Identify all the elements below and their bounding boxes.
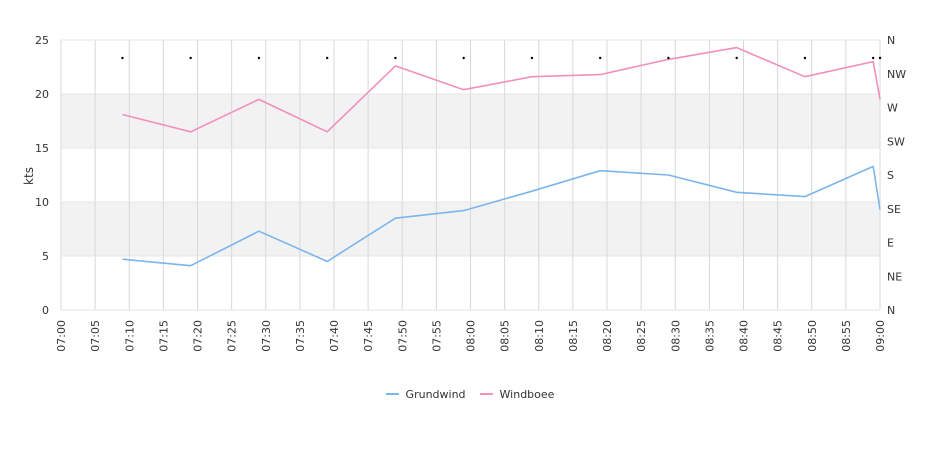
legend-swatch-grundwind [385,393,399,395]
x-tick-label: 07:40 [328,320,341,352]
direction-marker [530,56,534,60]
x-tick-label: 09:00 [874,320,887,352]
direction-marker [735,56,738,60]
x-tick-label: 08:45 [772,320,785,352]
x-tick-label: 07:55 [430,320,443,352]
x-tick-label: 08:10 [533,320,546,352]
x-tick-label: 07:00 [55,320,68,352]
direction-marker [257,56,261,60]
direction-marker [598,56,602,60]
y-tick-label: 25 [35,34,49,47]
x-tick-label: 08:00 [465,320,478,352]
direction-tick-label: E [887,237,894,250]
y-tick-label: 20 [35,88,49,101]
direction-marker [667,56,670,60]
x-tick-label: 08:40 [738,320,751,352]
x-tick-label: 07:45 [362,320,375,352]
direction-marker [462,56,465,60]
direction-tick-label: SW [887,135,905,148]
x-tick-label: 07:25 [226,320,239,352]
legend-item-windboee[interactable]: Windboee [479,385,555,403]
series-line-windboee [122,46,881,133]
direction-markers [121,56,882,60]
legend-item-grundwind[interactable]: Grundwind [385,385,466,403]
direction-marker [121,56,124,60]
y-axis-left: 0 5 10 15 20 25 [35,34,49,317]
direction-marker [394,56,397,60]
x-tick-label: 08:25 [635,320,648,352]
x-tick-label: 07:50 [396,320,409,352]
direction-tick-label: N [887,34,895,47]
direction-tick-label: NW [887,68,906,81]
direction-marker [871,56,875,60]
horizontal-gridlines [61,39,880,311]
x-tick-label: 08:50 [806,320,819,352]
direction-marker [878,56,882,60]
x-tick-label: 08:05 [499,320,512,352]
direction-marker [803,56,807,60]
direction-tick-label: S [887,169,894,182]
y-axis-title: kts [22,167,36,185]
x-tick-label: 08:15 [567,320,580,352]
y-axis-right: N NW W SW S SE E NE N [887,34,906,317]
direction-marker [189,56,192,60]
x-tick-label: 07:30 [260,320,273,352]
direction-marker [325,56,329,60]
legend-label-grundwind: Grundwind [405,387,466,401]
y-tick-label: 5 [42,250,49,263]
vertical-gridlines [60,40,881,310]
x-tick-label: 08:20 [601,320,614,352]
x-tick-label: 08:35 [703,320,716,352]
y-tick-label: 10 [35,196,49,209]
direction-tick-label: NE [887,270,902,283]
legend: Grundwind Windboee [0,385,940,403]
direction-tick-label: N [887,304,895,317]
direction-tick-label: SE [887,203,901,216]
series-line-grundwind [122,165,881,267]
x-tick-label: 07:20 [192,320,205,352]
x-tick-label: 07:15 [157,320,170,352]
direction-tick-label: W [887,102,898,115]
x-tick-label: 08:30 [669,320,682,352]
x-tick-label: 07:10 [123,320,136,352]
legend-label-windboee: Windboee [499,387,555,401]
x-tick-label: 07:05 [89,320,102,352]
y-tick-label: 15 [35,142,49,155]
x-tick-label: 08:55 [840,320,853,352]
legend-swatch-windboee [479,393,493,395]
y-tick-label: 0 [42,304,49,317]
x-axis: 07:00 07:05 07:10 07:15 07:20 07:25 07:30 07:35… [55,320,887,352]
series-lines [122,46,881,267]
x-tick-label: 07:35 [294,320,307,352]
